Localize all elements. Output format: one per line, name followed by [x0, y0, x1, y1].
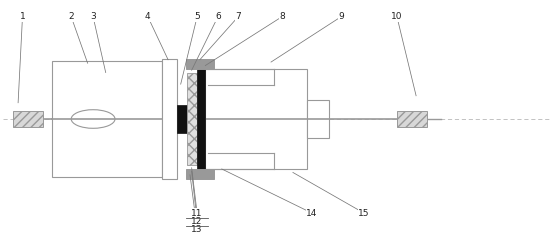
Bar: [306, 100, 328, 138]
Text: 11: 11: [191, 209, 203, 218]
Bar: [161, 59, 177, 179]
Text: 14: 14: [306, 209, 318, 218]
Text: 13: 13: [191, 225, 203, 234]
Text: 7: 7: [236, 12, 241, 21]
Text: 2: 2: [69, 12, 74, 21]
Bar: [186, 169, 214, 179]
Text: 12: 12: [191, 217, 203, 226]
Text: 4: 4: [145, 12, 150, 21]
Bar: [177, 105, 187, 133]
Bar: [205, 69, 306, 169]
Text: 15: 15: [358, 209, 370, 218]
Text: 8: 8: [279, 12, 285, 21]
Bar: [13, 111, 43, 127]
Bar: [52, 61, 161, 177]
Bar: [397, 111, 427, 127]
Text: 6: 6: [215, 12, 221, 21]
Text: 10: 10: [391, 12, 403, 21]
Text: 3: 3: [90, 12, 96, 21]
Text: 9: 9: [338, 12, 344, 21]
Text: 5: 5: [194, 12, 200, 21]
Bar: [187, 73, 196, 165]
Bar: [186, 59, 214, 69]
Text: 1: 1: [19, 12, 25, 21]
Bar: [196, 61, 205, 177]
